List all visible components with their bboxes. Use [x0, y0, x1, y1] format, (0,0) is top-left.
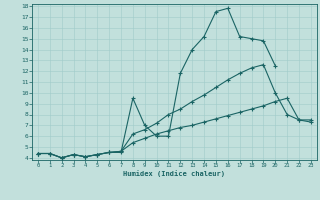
X-axis label: Humidex (Indice chaleur): Humidex (Indice chaleur): [124, 170, 225, 177]
